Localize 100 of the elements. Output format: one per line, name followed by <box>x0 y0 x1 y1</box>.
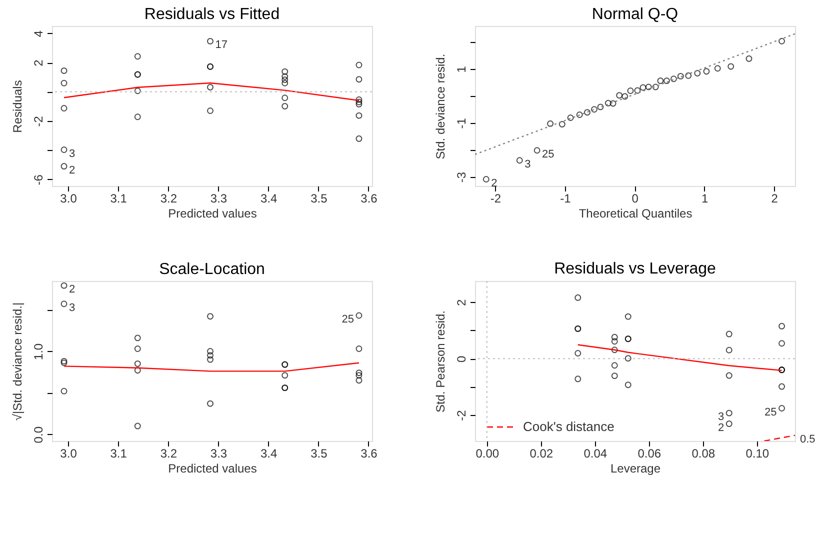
y-axis-title: Std. deviance resid. <box>434 54 448 160</box>
point <box>657 78 664 84</box>
point <box>356 62 362 68</box>
point <box>356 76 362 83</box>
y-tick-label: 2 <box>454 299 468 306</box>
point <box>611 334 618 340</box>
x-axis-title: Predicted values <box>168 462 257 476</box>
x-axis-title: Predicted values <box>168 206 257 220</box>
point <box>60 146 68 153</box>
x-tick-label: 3.0 <box>60 192 78 206</box>
annotation: 2 <box>718 422 724 434</box>
x-tick-label: 3.6 <box>360 192 378 206</box>
x-axis-title: Theoretical Quantiles <box>578 206 692 220</box>
y-axis-title: Std. Pearson resid. <box>434 310 448 413</box>
x-tick-label: 0.04 <box>584 446 608 460</box>
point <box>60 80 68 86</box>
x-tick-label: 3.4 <box>260 192 278 206</box>
annotation: 0.5 <box>800 433 816 446</box>
legend-label: Cook's distance <box>523 419 614 434</box>
x-tick-label: 0.00 <box>476 446 500 460</box>
y-tick-label: 1 <box>454 66 468 73</box>
x-tick-label: 3.6 <box>360 446 378 460</box>
point <box>207 313 214 320</box>
point <box>558 120 566 128</box>
point <box>645 84 652 90</box>
point <box>356 312 362 319</box>
point <box>207 84 214 90</box>
x-tick-label: 3.3 <box>210 192 228 206</box>
point <box>282 102 288 110</box>
point <box>60 163 68 170</box>
y-tick-label: 1.0 <box>32 343 46 360</box>
point <box>576 112 583 118</box>
annotation: 3 <box>69 302 76 314</box>
chart-title: Scale-Location <box>159 261 265 278</box>
point <box>207 356 214 363</box>
y-tick-label: -3 <box>454 172 468 183</box>
point <box>356 372 362 379</box>
point <box>574 376 582 382</box>
point <box>663 78 670 84</box>
point <box>726 330 732 338</box>
line-series <box>63 362 360 372</box>
y-tick-label: 0 <box>454 355 468 362</box>
point <box>356 98 362 106</box>
point <box>60 105 68 112</box>
point <box>778 405 786 412</box>
point <box>611 346 618 354</box>
point <box>574 350 582 356</box>
point <box>282 80 288 86</box>
point <box>356 112 362 119</box>
point <box>778 38 785 44</box>
annotation: 17 <box>215 39 228 52</box>
point <box>640 84 646 91</box>
annotation: 25 <box>342 313 354 326</box>
point <box>611 372 618 380</box>
x-tick-label: -1 <box>560 192 572 206</box>
point <box>134 367 141 374</box>
point <box>282 76 288 84</box>
point <box>728 63 734 70</box>
point <box>610 100 616 107</box>
y-tick-label: 4 <box>32 30 46 38</box>
point <box>482 176 490 182</box>
point <box>622 93 628 100</box>
point <box>778 340 786 347</box>
point <box>134 114 141 120</box>
x-tick-label: 3.5 <box>310 446 328 460</box>
x-tick-label: 3.1 <box>110 192 128 206</box>
point <box>616 92 623 99</box>
annotation: 25 <box>542 148 554 160</box>
point <box>670 76 677 82</box>
point <box>60 358 68 364</box>
annotation: 2 <box>69 284 76 296</box>
point <box>282 94 288 102</box>
x-tick-label: 3.2 <box>160 446 178 460</box>
point <box>611 338 618 345</box>
point <box>778 383 786 390</box>
point <box>282 68 288 75</box>
point <box>694 70 701 76</box>
point <box>60 67 68 74</box>
y-tick-label: 0.0 <box>32 426 46 444</box>
point <box>516 157 523 164</box>
y-tick-label: -1 <box>454 118 468 129</box>
point <box>282 372 288 379</box>
point <box>584 109 590 116</box>
y-tick-label: -2 <box>32 116 46 127</box>
chart-title: Residuals vs Fitted <box>144 6 280 23</box>
point <box>60 300 68 308</box>
point <box>703 68 710 75</box>
point <box>356 96 362 103</box>
line-series <box>63 82 360 102</box>
y-axis-title: Residuals <box>10 80 24 133</box>
point <box>134 360 141 367</box>
y-tick-label: -6 <box>32 174 46 186</box>
point <box>356 370 362 376</box>
point <box>356 135 362 142</box>
point <box>726 420 732 428</box>
point <box>624 382 632 388</box>
x-tick-label: 0.06 <box>638 446 662 460</box>
point <box>60 282 68 289</box>
y-tick-label: 2 <box>32 59 46 66</box>
point <box>567 114 574 121</box>
